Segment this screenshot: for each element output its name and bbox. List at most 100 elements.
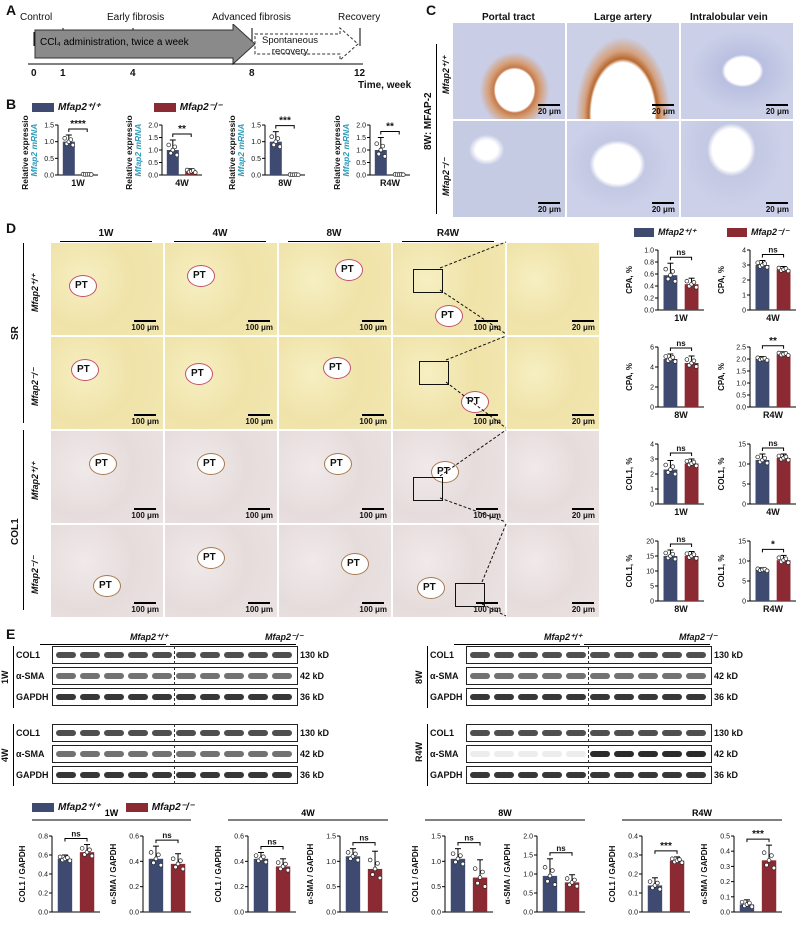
data-point — [694, 463, 699, 469]
blot-band — [272, 772, 292, 778]
y-tick-label: 0 — [650, 599, 654, 606]
y-tick-label: 6 — [650, 345, 654, 352]
panel-label-b: B — [6, 96, 17, 112]
blot-time-label: 4W — [0, 748, 10, 763]
blot-band — [248, 730, 268, 736]
blot-band — [566, 694, 586, 700]
blot-band — [662, 772, 682, 778]
blot-band — [80, 652, 100, 658]
blot-strip — [466, 667, 712, 685]
data-point — [691, 459, 697, 465]
blot-kd: 36 kD — [714, 770, 739, 780]
data-point — [694, 364, 699, 369]
data-point — [180, 866, 186, 872]
x-label: 1W — [674, 507, 688, 517]
y-tick-label: 0.4 — [234, 859, 244, 866]
sig-bracket — [761, 345, 785, 349]
ihc-image-1-2: 20 μm — [680, 120, 794, 218]
blot-band — [686, 652, 706, 658]
blot-band — [494, 751, 514, 757]
y-tick-label: 1.0 — [326, 859, 336, 866]
data-point — [769, 853, 774, 858]
data-point — [542, 865, 548, 870]
blot-kd: 130 kD — [300, 728, 330, 738]
y-tick-label: 0.0 — [356, 173, 366, 180]
blot-band — [614, 772, 634, 778]
y-tick-label: 3 — [742, 263, 746, 270]
bar-ko — [776, 560, 791, 601]
data-point — [776, 555, 782, 561]
blot-band — [638, 694, 658, 700]
y-tick-label: 1.0 — [148, 148, 158, 155]
y-tick-label: 1.5 — [326, 834, 336, 841]
y-label: COL1, % — [717, 555, 726, 588]
legend-swatch-ko — [153, 102, 176, 112]
y-tick-label: 0 — [742, 502, 746, 509]
zoom-line — [481, 523, 507, 583]
blot-band — [200, 772, 220, 778]
bar-ko — [564, 882, 580, 912]
data-point — [684, 458, 690, 464]
zoom-box — [419, 361, 449, 385]
bar-wt — [62, 141, 75, 175]
sig-label: *** — [660, 841, 672, 852]
vessel-lumen — [197, 547, 225, 569]
scale-bar: 20 μm — [538, 202, 561, 214]
data-point — [665, 470, 671, 475]
blot-band — [566, 751, 586, 757]
blot-divider — [588, 745, 589, 763]
blot-row-label: GAPDH — [430, 770, 463, 780]
blot-band — [248, 673, 268, 679]
y-label: CPA, % — [625, 266, 634, 294]
histology-image-2-1: PT 100 μm — [164, 430, 278, 524]
data-point — [89, 853, 95, 859]
y-tick-label: 0.0 — [44, 173, 54, 180]
d-col-8W: 8W — [288, 228, 380, 242]
blot-divider — [174, 745, 175, 763]
y-tick-label: 0.4 — [644, 284, 654, 291]
y-tick-label: 5 — [650, 584, 654, 591]
scale-bar: 20 μm — [572, 508, 595, 520]
blot-band — [56, 772, 76, 778]
y-tick-label: 0 — [650, 405, 654, 412]
bar-wt — [755, 359, 770, 407]
pt-label: PT — [437, 466, 450, 477]
histology-image-2-2: PT 100 μm — [278, 430, 392, 524]
data-point — [677, 857, 682, 862]
tick-8: 8 — [249, 68, 255, 79]
blot-band — [686, 751, 706, 757]
y-tick-label: 2.0 — [356, 123, 366, 130]
blot-band — [200, 730, 220, 736]
pt-label: PT — [203, 552, 216, 563]
zoom-line — [445, 381, 507, 429]
blot-band — [152, 673, 172, 679]
data-point — [261, 854, 266, 860]
blot-band — [638, 751, 658, 757]
y-tick-label: 15 — [646, 554, 654, 561]
spont-line2: recovery — [271, 46, 309, 57]
scale-bar: 100 μm — [245, 320, 273, 332]
sig-label: ns — [162, 831, 172, 840]
x-label: 1W — [674, 313, 688, 323]
histology-image-1-4: 20 μm — [506, 336, 600, 430]
scale-bar-label: 100 μm — [359, 605, 387, 614]
y-tick-label: 2 — [650, 472, 654, 479]
data-point — [761, 850, 767, 855]
blot-kd: 36 kD — [300, 770, 325, 780]
scale-bar: 20 μm — [766, 202, 789, 214]
data-point — [378, 147, 384, 153]
sig-label: **** — [70, 119, 86, 130]
blot-band — [80, 694, 100, 700]
panel-label-a: A — [6, 2, 17, 18]
sig-label: ns — [676, 339, 686, 348]
chart-D-CPA-4W: 0 1 2 3 4 ns 4W CPA, % — [717, 246, 796, 323]
bar-ko — [669, 860, 685, 912]
data-point — [382, 154, 388, 159]
blot-band — [56, 652, 76, 658]
data-point — [367, 857, 373, 863]
blot-band — [248, 652, 268, 658]
blot-time-label: R4W — [414, 742, 424, 762]
blot-kd: 42 kD — [714, 671, 739, 681]
y-label: Mfap2 mRNA — [29, 124, 39, 177]
